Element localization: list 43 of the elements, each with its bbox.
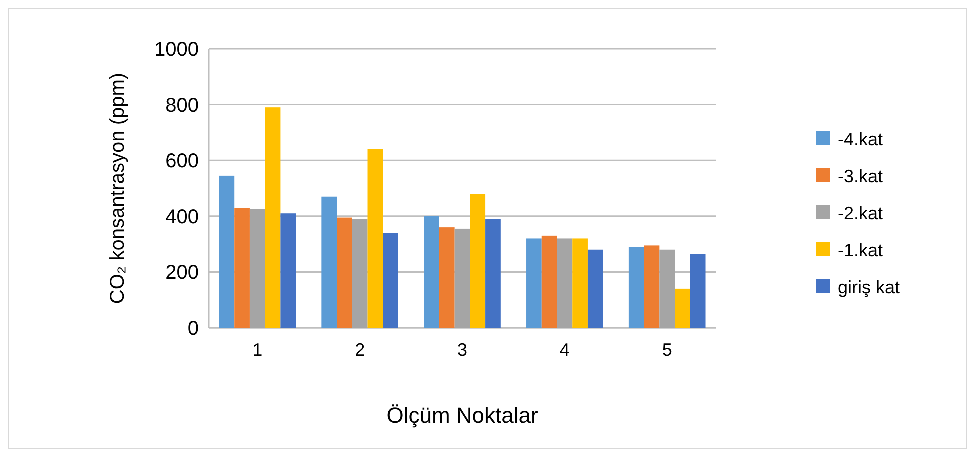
legend-label: -1.kat <box>838 240 884 260</box>
y-tick-label: 0 <box>188 318 199 340</box>
bar <box>219 176 235 328</box>
bar <box>250 209 266 328</box>
bar <box>322 196 338 328</box>
x-axis-title: Ölçüm Noktalar <box>386 403 538 428</box>
bar <box>660 250 676 328</box>
bar <box>588 250 604 328</box>
bar <box>234 208 250 328</box>
bar <box>572 238 588 328</box>
bar <box>439 228 455 328</box>
legend-label: -2.kat <box>838 203 884 224</box>
bar <box>368 149 384 328</box>
x-tick-label: 3 <box>457 340 468 360</box>
bar <box>454 228 470 328</box>
bar <box>470 194 486 328</box>
bar <box>486 219 501 328</box>
bar <box>690 254 706 328</box>
bar <box>265 108 281 328</box>
x-tick-label: 4 <box>560 340 570 360</box>
bar <box>280 214 296 328</box>
x-tick-label: 5 <box>662 340 672 360</box>
bar <box>526 238 542 328</box>
bar <box>542 236 558 328</box>
y-tick-label: 200 <box>166 262 199 284</box>
bar <box>675 288 690 328</box>
x-tick-label: 2 <box>355 340 366 360</box>
y-tick-label: 1000 <box>154 39 199 61</box>
legend-label: -4.kat <box>838 129 884 150</box>
bar <box>383 233 398 328</box>
legend-label: -3.kat <box>838 166 884 186</box>
y-tick-label: 600 <box>166 150 199 173</box>
y-tick-label: 800 <box>166 94 199 117</box>
bar <box>352 219 368 328</box>
bar <box>557 238 573 328</box>
bar <box>628 247 644 328</box>
bar <box>424 216 440 328</box>
y-axis-title: CO₂ konsantrasyon (ppm) <box>107 72 129 304</box>
legend-label: giriş kat <box>838 277 900 298</box>
bar <box>644 246 660 328</box>
bar <box>337 218 352 328</box>
x-tick-label: 1 <box>252 340 263 360</box>
y-tick-label: 400 <box>166 206 199 228</box>
